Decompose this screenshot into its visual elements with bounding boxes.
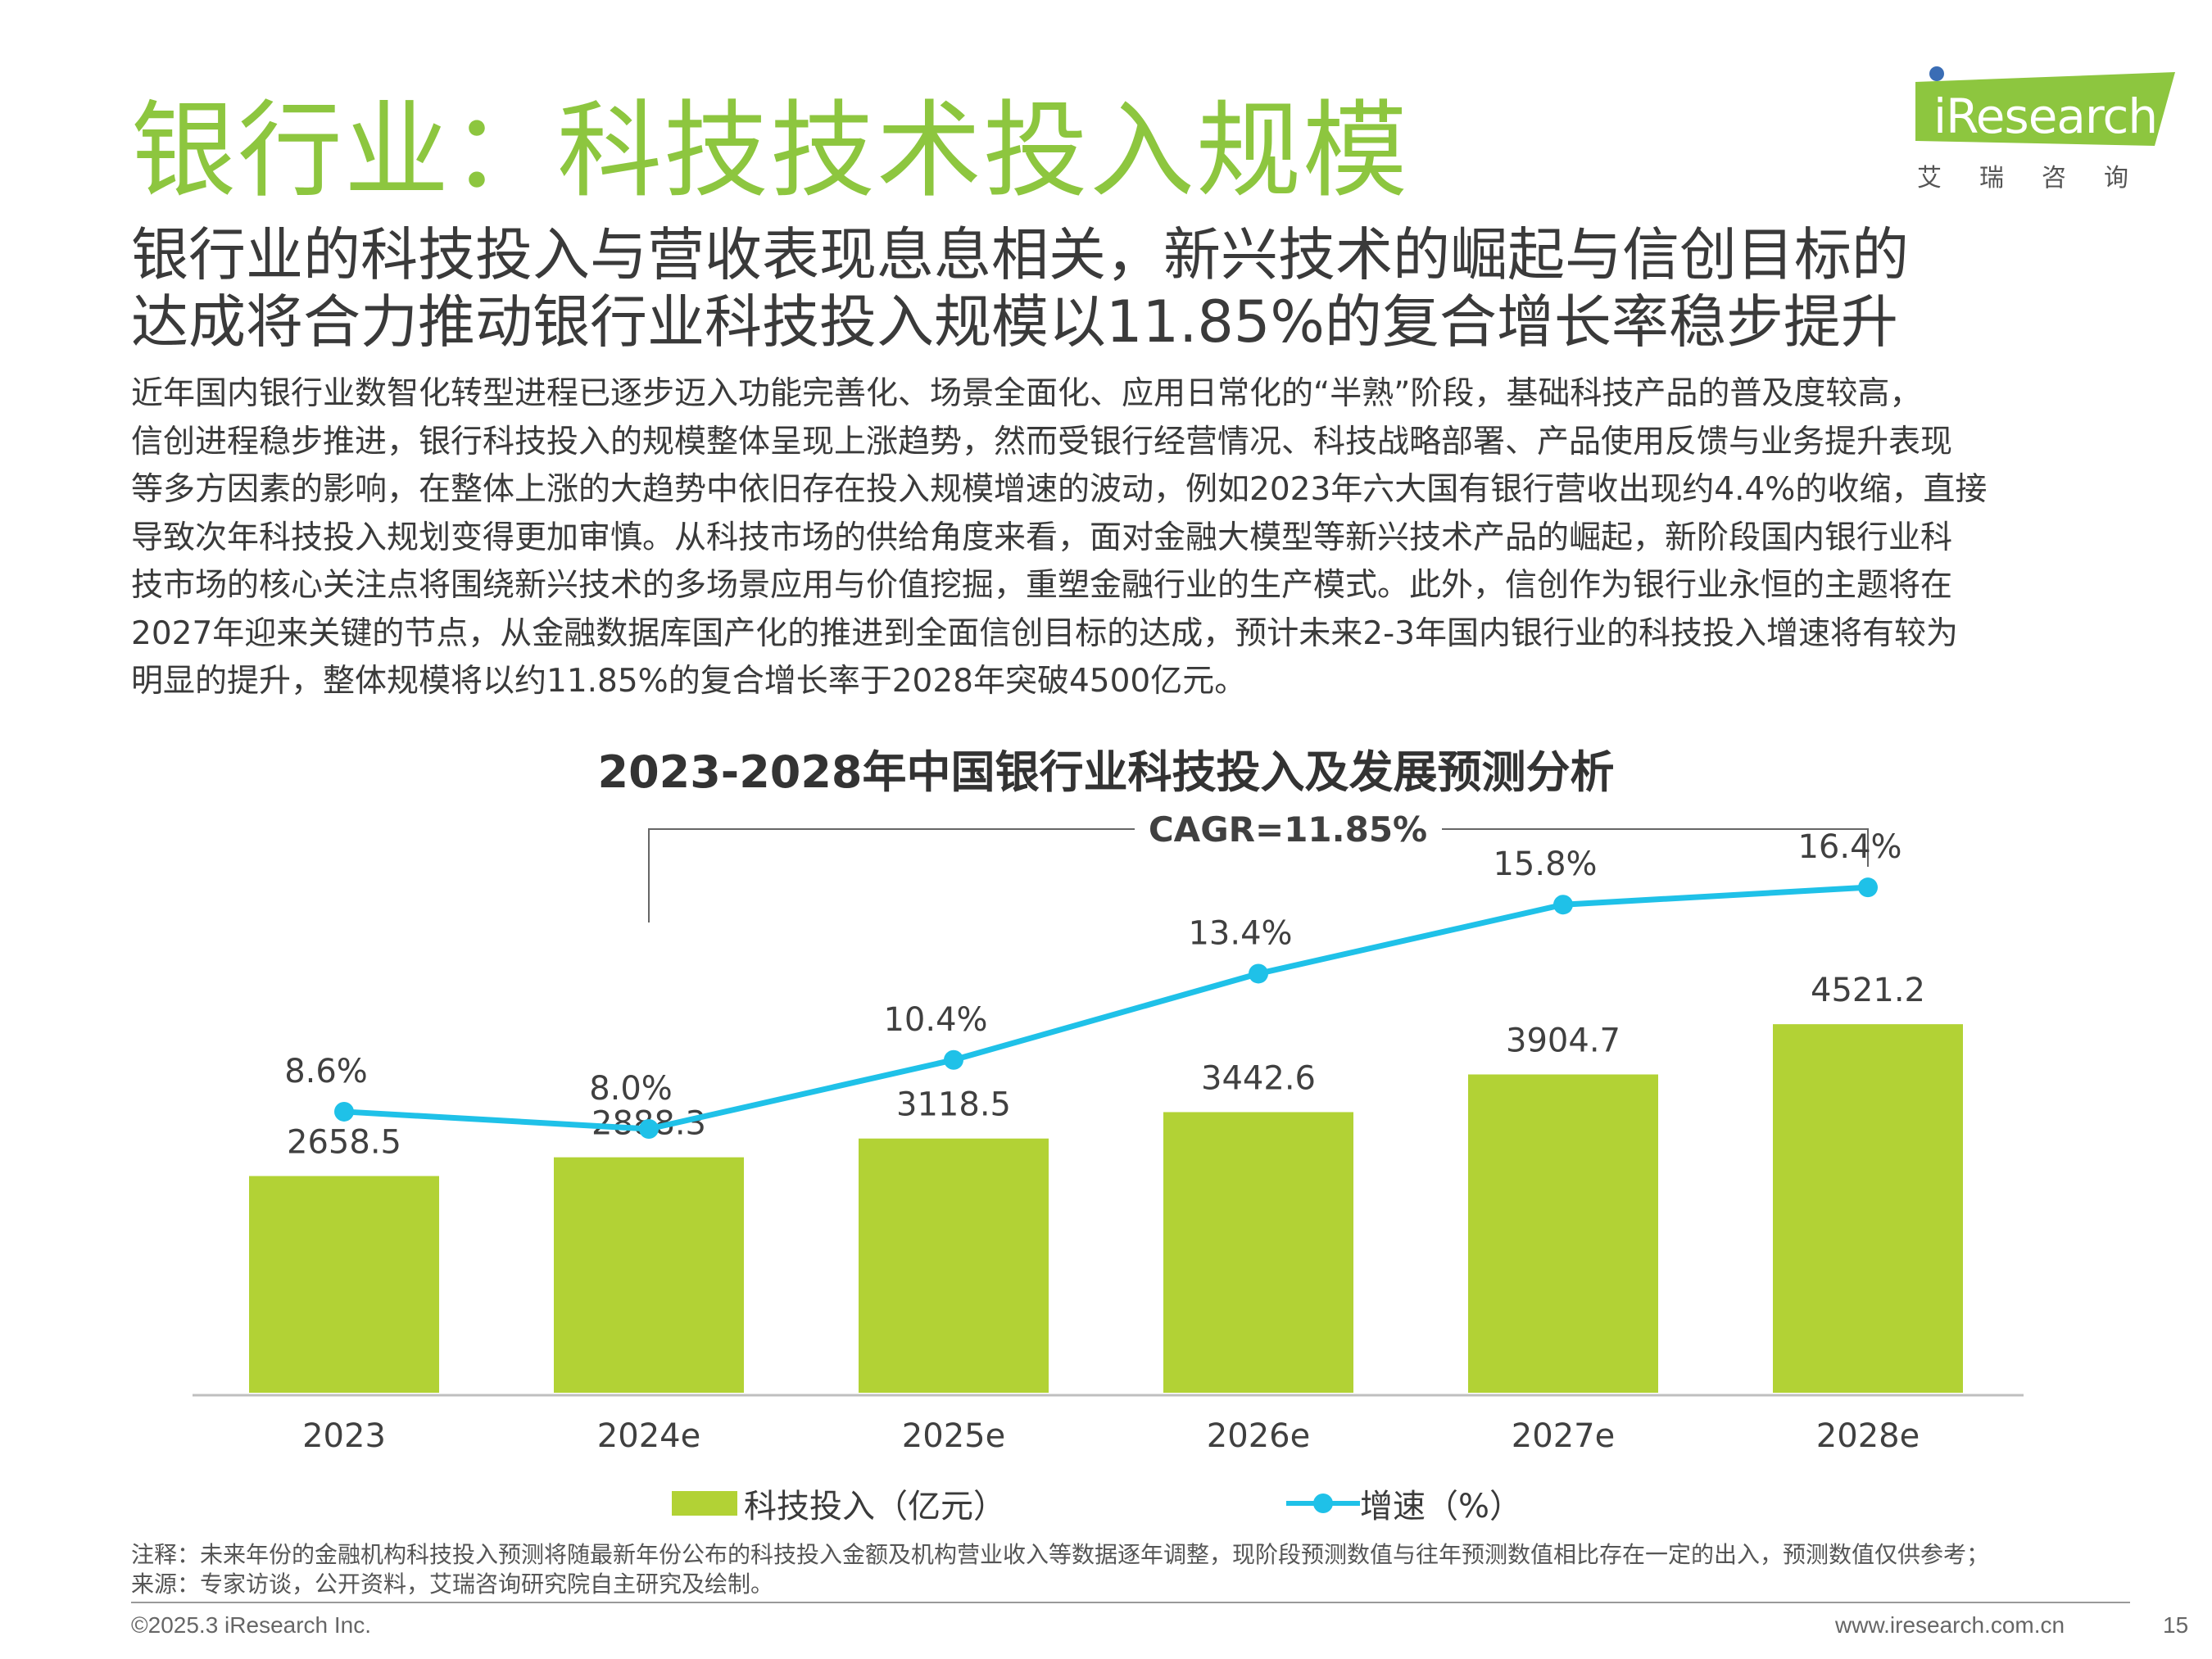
growth-value-label: 8.0% — [589, 1070, 673, 1108]
page-number: 15 — [2163, 1612, 2189, 1638]
logo-subtitle: 艾瑞咨询 — [1917, 164, 2166, 193]
growth-point — [1249, 963, 1268, 984]
chart-note: 注释：未来年份的金融机构科技投入预测将随最新年份公布的科技投入金额及机构营业收入… — [131, 1540, 1989, 1599]
body-paragraph: 近年国内银行业数智化转型进程已逐步迈入功能完善化、场景全面化、应用日常化的“半熟… — [131, 370, 2138, 706]
growth-point — [334, 1101, 354, 1122]
legend-bar: 科技投入（亿元） — [672, 1480, 1006, 1527]
x-tick-labels: 2023 2024e 2025e 2026e 2027e 2028e — [302, 1417, 1920, 1455]
cagr-bracket-left — [648, 828, 1135, 922]
bar-value-label: 2658.5 — [287, 1123, 401, 1161]
body-line: 明显的提升，整体规模将以约11.85%的复合增长率于2028年突破4500亿元。 — [131, 663, 1247, 700]
bar — [249, 1176, 439, 1393]
chart-title: 2023-2028年中国银行业科技投入及发展预测分析 — [597, 746, 1615, 798]
bar — [1163, 1112, 1353, 1393]
iresearch-logo: iResearch 艾瑞咨询 — [1909, 66, 2179, 197]
growth-value-label: 13.4% — [1188, 914, 1292, 952]
bar-value-label: 4521.2 — [1811, 972, 1925, 1009]
x-tick-label: 2023 — [302, 1417, 386, 1455]
growth-value-label: 8.6% — [284, 1053, 368, 1090]
growth-point — [639, 1119, 659, 1139]
bar — [1468, 1074, 1658, 1393]
legend-line-label: 增速（%） — [1360, 1488, 1523, 1525]
x-tick-label: 2027e — [1512, 1417, 1615, 1455]
line-series: 8.6% 8.0% 10.4% 13.4% 15.8% 16.4% — [284, 828, 1902, 1139]
note-line: 注释：未来年份的金融机构科技投入预测将随最新年份公布的科技投入金额及机构营业收入… — [131, 1541, 1990, 1568]
growth-point — [1858, 877, 1878, 898]
cagr-bracket: CAGR=11.85% — [648, 809, 1869, 922]
bar — [554, 1157, 744, 1393]
body-line: 信创进程稳步推进，银行科技投入的规模整体呈现上涨趋势，然而受银行经营情况、科技战… — [131, 423, 1953, 460]
growth-line — [343, 884, 1869, 1132]
subtitle-line: 达成将合力推动银行业科技投入规模以11.85%的复合增长率稳步提升 — [131, 288, 1898, 356]
growth-value-label: 16.4% — [1797, 828, 1902, 866]
legend-line-swatch — [1286, 1494, 1360, 1513]
x-tick-label: 2025e — [902, 1417, 1005, 1455]
legend-bar-swatch — [672, 1491, 737, 1516]
body-line: 技市场的核心关注点将围绕新兴技术的多场景应用与价值挖掘，重塑金融行业的生产模式。… — [131, 567, 1953, 604]
source-line: 来源：专家访谈，公开资料，艾瑞咨询研究院自主研究及绘制。 — [131, 1571, 774, 1598]
body-line: 2027年迎来关键的节点，从金融数据库国产化的推进到全面信创目标的达成，预计未来… — [131, 614, 1958, 652]
body-line: 近年国内银行业数智化转型进程已逐步迈入功能完善化、场景全面化、应用日常化的“半熟… — [131, 375, 1922, 412]
footer-divider — [131, 1602, 2130, 1603]
subtitle-line: 银行业的科技投入与营收表现息息相关，新兴技术的崛起与信创目标的 — [131, 221, 1909, 288]
legend-bar-label: 科技投入（亿元） — [744, 1488, 1006, 1525]
bar — [859, 1138, 1049, 1393]
website-link[interactable]: www.iresearch.com.cn — [1835, 1612, 2065, 1638]
body-line: 导致次年科技投入规划变得更加审慎。从科技市场的供给角度来看，面对金融大模型等新兴… — [131, 519, 1953, 556]
growth-value-label: 15.8% — [1493, 845, 1597, 883]
growth-value-label: 10.4% — [883, 1001, 987, 1039]
x-tick-label: 2026e — [1207, 1417, 1310, 1455]
page-subtitle: 银行业的科技投入与营收表现息息相关，新兴技术的崛起与信创目标的 达成将合力推动银… — [131, 221, 2114, 356]
cagr-bracket-right — [1442, 828, 1869, 867]
bar-value-label: 3442.6 — [1201, 1059, 1316, 1097]
x-tick-label: 2028e — [1816, 1417, 1920, 1455]
copyright: ©2025.3 iResearch Inc. — [131, 1612, 372, 1638]
bar-value-label: 3118.5 — [896, 1086, 1011, 1124]
bar — [1773, 1024, 1963, 1393]
cagr-label: CAGR=11.85% — [1149, 809, 1427, 850]
logo-brand: iResearch — [1933, 88, 2158, 144]
page-title: 银行业：科技技术投入规模 — [131, 90, 1410, 212]
growth-point — [944, 1049, 963, 1070]
x-tick-label: 2024e — [597, 1417, 700, 1455]
body-line: 等多方因素的影响，在整体上涨的大趋势中依旧存在投入规模增速的波动，例如2023年… — [131, 471, 1988, 508]
legend-line: 增速（%） — [1286, 1480, 1522, 1527]
logo-shape-icon — [1915, 66, 2175, 146]
bar-value-label: 3904.7 — [1506, 1022, 1620, 1059]
growth-point — [1553, 895, 1573, 915]
